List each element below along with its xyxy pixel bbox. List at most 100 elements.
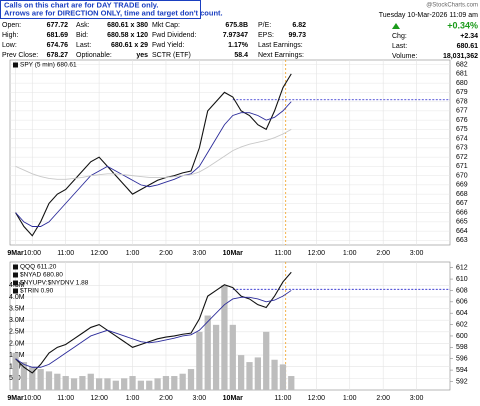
volume-bar — [45, 371, 53, 390]
field-value: 674.76 — [47, 42, 69, 49]
x-tick-label: 3:00 — [410, 250, 424, 257]
change-pct: +0.34% — [447, 20, 478, 30]
field-label: EPS: — [258, 32, 274, 39]
volume-bar — [154, 378, 161, 390]
y-tick-label: 2.5M — [9, 329, 25, 336]
field-value: 681.69 — [47, 32, 69, 39]
legend-label: $TRIN 0.90 — [20, 288, 54, 295]
field-label: Last: — [392, 43, 407, 50]
volume-bar — [254, 357, 261, 390]
field-value: 7.97347 — [223, 32, 248, 39]
x-tick-label: 10:00 — [24, 395, 42, 402]
field-label: SCTR (ETF) — [152, 52, 191, 59]
field-label: Ask: — [76, 22, 90, 29]
field-label: Chg: — [392, 33, 407, 40]
average-line — [15, 101, 292, 227]
y-tick-label: 678 — [456, 98, 468, 105]
legend-swatch — [13, 280, 18, 286]
average-line — [15, 290, 292, 368]
legend-swatch — [13, 288, 18, 294]
field-value: 58.4 — [234, 52, 248, 59]
y-tick-label: 679 — [456, 89, 468, 96]
volume-bar — [221, 285, 228, 390]
y-tick-label: 675 — [456, 126, 468, 133]
volume-bar — [212, 324, 220, 390]
volume-bar — [87, 373, 94, 390]
y-tick-label: 680 — [456, 80, 468, 87]
field-value: 675.8B — [225, 22, 248, 29]
volume-bar — [62, 376, 69, 390]
date: Tuesday 10-Mar-2026 11:09 am — [379, 12, 478, 19]
legend-label: QQQ 611.20 — [20, 264, 57, 271]
x-tick-label: 3:00 — [193, 250, 207, 257]
y-tick-label: 681 — [456, 71, 468, 78]
field-value: 1.17% — [228, 42, 249, 49]
volume-bar — [238, 355, 245, 390]
field-label: Next Earnings: — [258, 52, 304, 59]
y-tick-label: 667 — [456, 200, 468, 207]
volume-bar — [121, 378, 128, 390]
x-tick-label: 10Mar — [223, 395, 244, 402]
x-tick-label: 11:00 — [274, 395, 291, 402]
field-value: 680.61 x 380 — [107, 22, 148, 29]
y-tick-label: 3.5M — [9, 305, 25, 312]
legend-label: SPY (5 min) 680.61 — [20, 62, 77, 69]
y-tick-label: 4.0M — [9, 294, 25, 301]
legend-swatch — [13, 62, 18, 68]
x-tick-label: 12:00 — [308, 395, 326, 402]
y-tick-label: 3.0M — [9, 317, 25, 324]
volume-bar — [20, 362, 28, 390]
x-tick-label: 2:00 — [376, 395, 390, 402]
field-value: yes — [136, 52, 148, 59]
field-label: Mkt Cap: — [152, 22, 180, 29]
y-tick-label: 2.0M — [9, 340, 25, 347]
x-tick-label: 12:00 — [90, 250, 108, 257]
up-arrow — [392, 23, 400, 29]
y2-tick-label: 608 — [456, 287, 468, 294]
volume-bar — [162, 376, 170, 390]
x-tick-label: 10:00 — [24, 250, 42, 257]
legend-swatch — [13, 272, 18, 278]
y2-tick-label: 606 — [456, 299, 468, 306]
y-tick-label: 677 — [456, 108, 468, 115]
y2-tick-label: 596 — [456, 356, 468, 363]
y-tick-label: 666 — [456, 209, 468, 216]
volume-bar — [288, 376, 295, 390]
field-label: High: — [2, 32, 18, 39]
volume-bar — [171, 376, 178, 390]
volume-bar — [129, 376, 136, 390]
field-label: Fwd Yield: — [152, 42, 184, 49]
field-value: 677.72 — [47, 22, 69, 29]
y2-tick-label: 598 — [456, 344, 468, 351]
y2-tick-label: 592 — [456, 378, 468, 385]
volume-bar — [95, 378, 103, 390]
field-label: Volume: — [392, 53, 417, 60]
x-tick-label: 12:00 — [308, 250, 326, 257]
field-label: Low: — [2, 42, 17, 49]
field-value: 99.73 — [288, 32, 306, 39]
volume-bar — [179, 373, 186, 390]
x-tick-label: 1:00 — [343, 395, 357, 402]
source: @StockCharts.com — [426, 3, 478, 9]
x-tick-label: 1:00 — [126, 395, 140, 402]
legend-label: $NYUPV:$NYDNV 1.88 — [20, 280, 89, 287]
price-line — [15, 73, 292, 237]
x-tick-label: 2:00 — [376, 250, 390, 257]
volume-bar — [12, 352, 19, 390]
legend-label: $NYAD 680.80 — [20, 272, 63, 279]
field-label: P/E: — [258, 22, 271, 29]
field-value: 6.82 — [292, 22, 306, 29]
y-tick-label: 664 — [456, 228, 468, 235]
volume-bar — [137, 380, 145, 390]
x-tick-label: 10Mar — [223, 250, 244, 257]
volume-bar — [263, 331, 270, 390]
field-value: 680.58 x 120 — [107, 32, 148, 39]
y2-tick-label: 602 — [456, 321, 468, 328]
notice-line: Calls on this chart are for DAY TRADE on… — [4, 0, 158, 9]
x-tick-label: 3:00 — [410, 395, 424, 402]
volume-bar — [246, 362, 253, 390]
y-tick-label: 4.5M — [9, 282, 25, 289]
volume-bar — [196, 331, 203, 390]
y-tick-label: 670 — [456, 172, 468, 179]
volume-bar — [29, 366, 36, 390]
